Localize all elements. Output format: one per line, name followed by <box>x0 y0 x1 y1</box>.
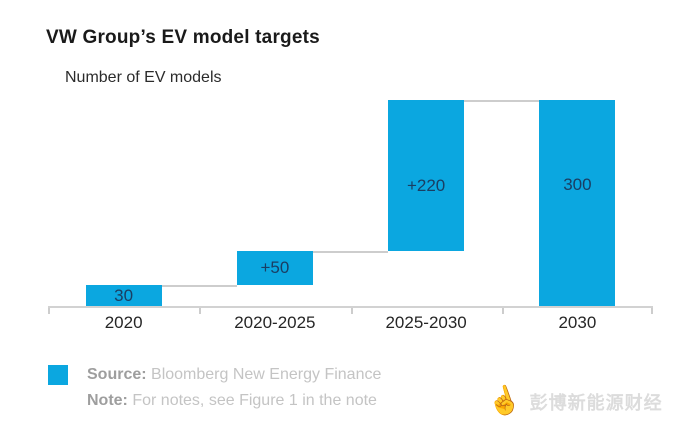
x-axis-label: 2020 <box>104 313 143 332</box>
bar-2020: 30 <box>85 285 162 306</box>
bar-value-label: +50 <box>260 258 290 278</box>
bar-value-label: 300 <box>563 175 592 194</box>
note-line: Note: For notes, see Figure 1 in the not… <box>87 388 381 414</box>
bar-2025-2030: +220 <box>388 100 465 252</box>
x-axis-label: 2030 <box>558 313 597 332</box>
y-axis-title: Number of EV models <box>65 69 222 86</box>
x-axis-label: 2025-2030 <box>385 313 467 332</box>
bar-value-label: 30 <box>114 285 134 305</box>
watermark-text: 彭博新能源财经 <box>529 392 663 413</box>
axis-tick <box>199 308 202 314</box>
waterfall-chart: 30 +50 +220 300 <box>48 100 653 314</box>
chart-title: VW Group’s EV model targets <box>46 27 320 48</box>
axis-tick <box>350 308 353 314</box>
axis-tick <box>48 308 50 314</box>
bar-2020-2025: +50 <box>236 251 313 286</box>
axis-tick <box>651 308 653 314</box>
legend-swatch <box>48 365 68 385</box>
x-axis-labels: 2020 2020-2025 2025-2030 2030 <box>48 313 653 335</box>
footer: Source: Bloomberg New Energy Finance Not… <box>87 362 381 414</box>
watermark: ☝ 彭博新能源财经 <box>483 382 663 421</box>
connector-line <box>464 100 540 102</box>
pointing-hand-icon: ☝ <box>483 381 525 421</box>
note-label: Note: <box>87 392 128 409</box>
connector-line <box>312 251 389 254</box>
connector-line <box>161 285 237 288</box>
bar-2030: 300 <box>539 100 616 306</box>
axis-tick <box>501 308 504 314</box>
source-line: Source: Bloomberg New Energy Finance <box>87 362 381 388</box>
source-label: Source: <box>87 366 147 383</box>
source-value: Bloomberg New Energy Finance <box>151 366 382 383</box>
bar-value-label: +220 <box>406 175 446 195</box>
x-axis-label: 2020-2025 <box>234 313 316 332</box>
note-value: For notes, see Figure 1 in the note <box>132 392 377 409</box>
